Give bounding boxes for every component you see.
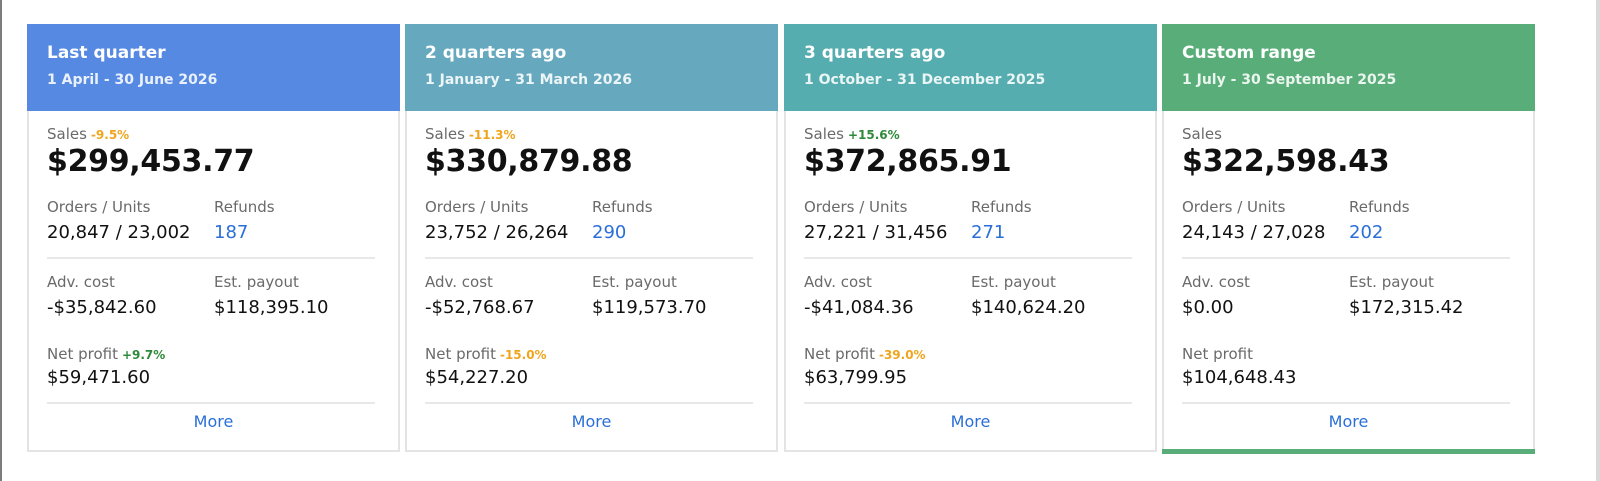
orders-units-label: Orders / Units	[47, 198, 151, 216]
sales-value: $322,598.43	[1182, 144, 1390, 179]
sales-label-row: Sales	[1182, 124, 1226, 143]
sales-label: Sales	[1182, 125, 1222, 143]
sales-value: $372,865.91	[804, 144, 1012, 179]
sales-value: $299,453.77	[47, 144, 255, 179]
net-profit-label-row: Net profit	[1182, 344, 1257, 363]
sales-label-row: Sales -9.5%	[47, 124, 129, 143]
card-date-range: 1 October - 31 December 2025	[804, 72, 1046, 88]
net-profit-delta: -15.0%	[499, 348, 547, 362]
active-card-indicator	[1162, 449, 1535, 454]
more-link[interactable]: More	[950, 412, 991, 431]
orders-units-value: 24,143 / 27,028	[1182, 222, 1326, 243]
period-card-custom-range[interactable]: Custom range 1 July - 30 September 2025 …	[1162, 24, 1535, 454]
orders-units-label: Orders / Units	[1182, 198, 1286, 216]
orders-units-value: 20,847 / 23,002	[47, 222, 191, 243]
net-profit-label: Net profit	[425, 345, 496, 363]
divider	[425, 402, 753, 404]
scrollbar-track[interactable]	[1596, 0, 1600, 481]
net-profit-delta: -39.0%	[878, 348, 926, 362]
net-profit-label-row: Net profit -39.0%	[804, 344, 926, 363]
est-payout-value: $118,395.10	[214, 297, 329, 318]
more-link[interactable]: More	[1328, 412, 1369, 431]
adv-cost-label: Adv. cost	[47, 273, 115, 291]
est-payout-label: Est. payout	[1349, 273, 1434, 291]
sales-delta: -9.5%	[90, 128, 130, 142]
divider	[47, 257, 375, 259]
net-profit-label: Net profit	[1182, 345, 1253, 363]
card-date-range: 1 April - 30 June 2026	[47, 72, 218, 88]
est-payout-label: Est. payout	[592, 273, 677, 291]
adv-cost-value: -$41,084.36	[804, 297, 914, 318]
card-date-range: 1 January - 31 March 2026	[425, 72, 632, 88]
card-title: 3 quarters ago	[804, 43, 946, 63]
net-profit-label: Net profit	[804, 345, 875, 363]
card-title: 2 quarters ago	[425, 43, 567, 63]
refunds-label: Refunds	[592, 198, 653, 216]
card-header: Custom range 1 July - 30 September 2025	[1162, 24, 1535, 111]
net-profit-value: $59,471.60	[47, 367, 151, 388]
card-header: Last quarter 1 April - 30 June 2026	[27, 24, 400, 111]
refunds-link[interactable]: 187	[214, 222, 249, 243]
sales-delta: +15.6%	[847, 128, 900, 142]
net-profit-value: $54,227.20	[425, 367, 529, 388]
sales-label-row: Sales -11.3%	[425, 124, 516, 143]
card-header: 2 quarters ago 1 January - 31 March 2026	[405, 24, 778, 111]
est-payout-value: $140,624.20	[971, 297, 1086, 318]
adv-cost-label: Adv. cost	[425, 273, 493, 291]
orders-units-label: Orders / Units	[804, 198, 908, 216]
window-left-edge	[0, 0, 2, 481]
refunds-label: Refunds	[971, 198, 1032, 216]
divider	[804, 402, 1132, 404]
sales-label: Sales	[47, 125, 87, 143]
divider	[1182, 402, 1510, 404]
refunds-link[interactable]: 202	[1349, 222, 1384, 243]
period-card-last-quarter[interactable]: Last quarter 1 April - 30 June 2026 Sale…	[27, 24, 400, 452]
more-link[interactable]: More	[193, 412, 234, 431]
adv-cost-value: -$52,768.67	[425, 297, 535, 318]
divider	[425, 257, 753, 259]
orders-units-value: 27,221 / 31,456	[804, 222, 948, 243]
card-date-range: 1 July - 30 September 2025	[1182, 72, 1397, 88]
refunds-link[interactable]: 271	[971, 222, 1006, 243]
refunds-label: Refunds	[214, 198, 275, 216]
sales-label-row: Sales +15.6%	[804, 124, 900, 143]
orders-units-label: Orders / Units	[425, 198, 529, 216]
refunds-label: Refunds	[1349, 198, 1410, 216]
refunds-link[interactable]: 290	[592, 222, 627, 243]
orders-units-value: 23,752 / 26,264	[425, 222, 569, 243]
est-payout-value: $119,573.70	[592, 297, 707, 318]
divider	[804, 257, 1132, 259]
net-profit-delta: +9.7%	[121, 348, 166, 362]
divider	[47, 402, 375, 404]
sales-label: Sales	[804, 125, 844, 143]
est-payout-value: $172,315.42	[1349, 297, 1464, 318]
period-card-2-quarters-ago[interactable]: 2 quarters ago 1 January - 31 March 2026…	[405, 24, 778, 452]
card-title: Custom range	[1182, 43, 1316, 63]
more-link[interactable]: More	[571, 412, 612, 431]
adv-cost-value: $0.00	[1182, 297, 1234, 318]
net-profit-label-row: Net profit -15.0%	[425, 344, 547, 363]
adv-cost-label: Adv. cost	[804, 273, 872, 291]
est-payout-label: Est. payout	[971, 273, 1056, 291]
net-profit-label-row: Net profit +9.7%	[47, 344, 165, 363]
period-card-3-quarters-ago[interactable]: 3 quarters ago 1 October - 31 December 2…	[784, 24, 1157, 452]
adv-cost-value: -$35,842.60	[47, 297, 157, 318]
est-payout-label: Est. payout	[214, 273, 299, 291]
adv-cost-label: Adv. cost	[1182, 273, 1250, 291]
card-header: 3 quarters ago 1 October - 31 December 2…	[784, 24, 1157, 111]
net-profit-value: $104,648.43	[1182, 367, 1297, 388]
net-profit-value: $63,799.95	[804, 367, 908, 388]
net-profit-label: Net profit	[47, 345, 118, 363]
card-title: Last quarter	[47, 43, 166, 63]
sales-value: $330,879.88	[425, 144, 633, 179]
sales-delta: -11.3%	[468, 128, 516, 142]
divider	[1182, 257, 1510, 259]
sales-label: Sales	[425, 125, 465, 143]
